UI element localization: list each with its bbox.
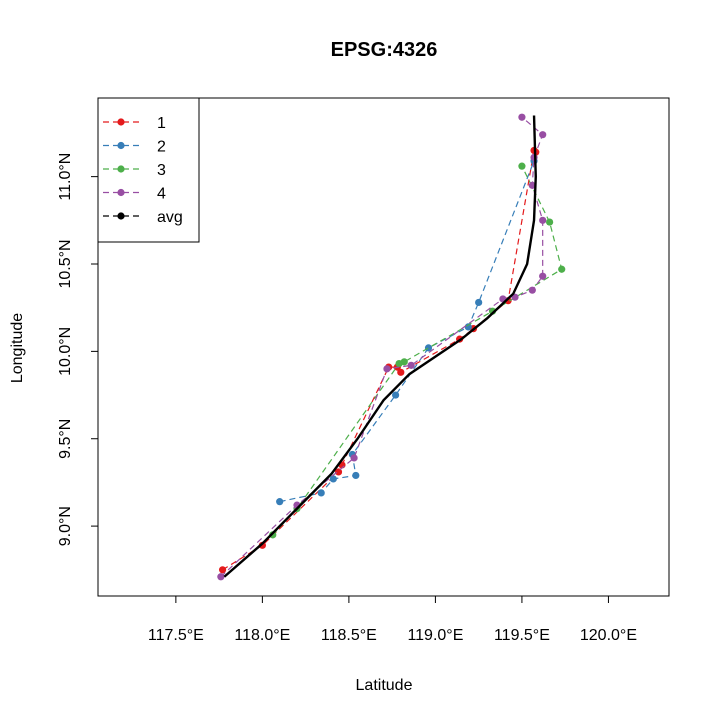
data-point	[546, 218, 554, 226]
data-point	[276, 498, 284, 506]
legend-label: 4	[157, 186, 166, 203]
x-tick-label: 119.5°E	[494, 627, 550, 644]
series-layer	[217, 113, 566, 581]
data-point	[400, 358, 408, 366]
data-point	[329, 475, 337, 483]
data-point	[464, 323, 472, 331]
legend-item-3: 3	[103, 162, 166, 179]
data-point	[539, 216, 547, 224]
data-point	[258, 541, 266, 549]
data-point	[528, 181, 536, 189]
x-tick-label: 118.0°E	[234, 627, 290, 644]
data-point	[528, 286, 536, 294]
series-line-4	[220, 116, 544, 578]
y-tick-label: 10.0°N	[57, 327, 74, 376]
chart-title: EPSG:4326	[331, 39, 438, 61]
y-tick-label: 9.0°N	[57, 506, 74, 546]
legend-label: 1	[157, 115, 166, 132]
series-4	[217, 113, 547, 581]
x-axis-label: Latitude	[356, 677, 413, 694]
y-tick-label: 10.5°N	[57, 239, 74, 288]
data-point	[218, 566, 227, 574]
legend-marker	[117, 118, 125, 126]
data-point	[539, 272, 547, 280]
y-tick-label: 11.0°N	[57, 153, 74, 201]
data-point	[350, 454, 358, 462]
legend: 1 2 3 4 avg	[97, 97, 200, 243]
legend-box	[97, 97, 200, 243]
plot-frame	[97, 97, 670, 597]
data-point	[334, 468, 343, 476]
legend-label: avg	[157, 209, 183, 226]
legend-marker	[117, 141, 125, 150]
data-point	[518, 113, 526, 121]
data-point	[558, 265, 566, 273]
ticks-layer: 117.5°E 118.0°E 118.5°E 119.0°E 119.5°E 120.0…	[57, 153, 637, 644]
series-line-2	[279, 160, 535, 503]
x-tick-label: 119.0°E	[407, 627, 463, 644]
data-point	[397, 368, 405, 376]
y-axis-label: Longitude	[9, 313, 26, 383]
legend-item-4: 4	[103, 186, 166, 203]
data-point	[352, 471, 360, 480]
legend-item-2: 2	[103, 139, 166, 156]
data-point	[317, 489, 325, 497]
legend-marker	[117, 212, 125, 220]
data-point	[407, 361, 415, 369]
data-point	[518, 162, 526, 170]
legend-label: 3	[157, 162, 166, 179]
y-tick-label: 9.5°N	[57, 419, 74, 459]
legend-marker	[117, 165, 125, 173]
series-line-3	[272, 165, 563, 536]
x-tick-label: 120.0°E	[580, 627, 637, 644]
legend-item-1: 1	[103, 115, 166, 132]
data-point	[539, 131, 547, 139]
data-point	[269, 531, 277, 539]
data-point	[475, 298, 483, 307]
x-tick-label: 117.5°E	[148, 627, 204, 644]
series-3	[269, 162, 566, 539]
data-point	[383, 365, 391, 373]
legend-item-avg: avg	[103, 209, 183, 226]
legend-label: 2	[157, 139, 166, 156]
data-point	[424, 344, 433, 352]
legend-marker	[117, 188, 125, 197]
data-point	[392, 391, 400, 399]
series-2	[276, 157, 538, 506]
x-tick-label: 118.5°E	[321, 627, 377, 644]
data-point	[217, 573, 225, 581]
series-line-avg	[223, 115, 537, 578]
